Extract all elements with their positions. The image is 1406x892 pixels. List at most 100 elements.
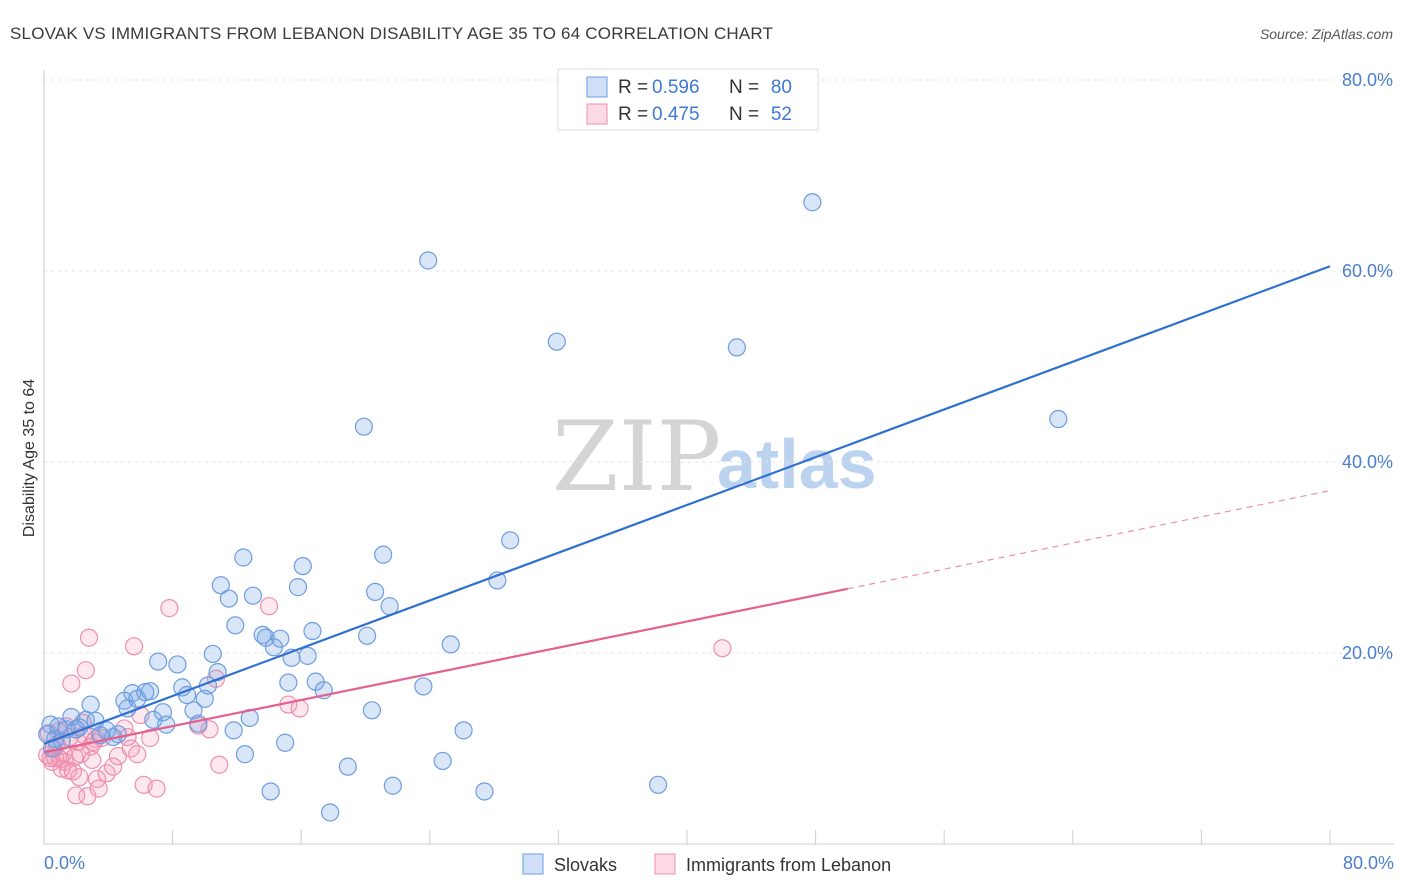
gridlines (44, 79, 1394, 654)
slovaks-point-36 (211, 576, 230, 595)
bottom-legend: Slovaks Immigrants from Lebanon (522, 853, 891, 875)
slovaks-point-76 (648, 775, 668, 794)
slovaks-point-62 (362, 701, 382, 720)
slovaks-point-39 (226, 616, 245, 635)
slovaks-point-49 (276, 733, 295, 752)
trend-line-lebanon-extrapolated (847, 490, 1331, 590)
watermark-zip: ZIP (552, 401, 721, 513)
stats-legend-r-label-lebanon: R = (618, 104, 648, 125)
lebanon-point-20 (70, 768, 89, 787)
trend-line-lebanon (43, 587, 848, 754)
stats-legend-r-lebanon: 0.475 (652, 104, 700, 125)
watermark: ZIP atlas (552, 401, 877, 513)
lebanon-point-28 (83, 750, 102, 770)
slovaks-point-64 (374, 545, 393, 564)
slovaks-point-74 (501, 531, 520, 550)
slovaks-point-35 (208, 662, 227, 682)
slovaks-point-50 (279, 673, 298, 692)
y-tick-label-40: 40.0% (1342, 452, 1393, 472)
slovaks-point-71 (454, 721, 473, 740)
bottom-legend-swatch-lebanon (654, 853, 676, 875)
bottom-legend-label-lebanon: Immigrants from Lebanon (686, 855, 891, 875)
slovaks-point-75 (547, 332, 566, 351)
series-slovaks-points (38, 193, 1068, 822)
lebanon-point-24 (76, 661, 95, 680)
x-axis-ticks (172, 830, 1331, 844)
lebanon-point-31 (87, 769, 107, 789)
slovaks-point-58 (321, 803, 340, 822)
stats-legend-r-slovaks: 0.596 (652, 77, 700, 98)
lebanon-point-50 (210, 755, 229, 774)
lebanon-point-34 (97, 764, 116, 783)
slovaks-point-67 (414, 677, 433, 696)
slovaks-point-52 (288, 578, 308, 597)
slovaks-point-48 (271, 629, 290, 648)
slovaks-point-30 (184, 701, 203, 720)
lebanon-point-35 (104, 757, 123, 776)
slovaks-point-78 (803, 193, 822, 212)
slovaks-point-46 (261, 782, 280, 801)
chart-source: Source: ZipAtlas.com (1260, 26, 1393, 42)
slovaks-point-29 (177, 685, 197, 705)
trend-lines (43, 265, 1331, 754)
lebanon-point-48 (200, 720, 219, 739)
lebanon-point-41 (128, 745, 147, 764)
lebanon-point-26 (79, 628, 99, 647)
lebanon-point-44 (140, 728, 160, 748)
slovaks-point-59 (338, 757, 357, 776)
slovaks-point-54 (298, 646, 317, 665)
slovaks-point-34 (203, 644, 222, 664)
y-tick-label-20: 20.0% (1342, 643, 1393, 663)
stats-legend-n-label-lebanon: N = (729, 104, 759, 125)
slovaks-point-41 (235, 745, 255, 764)
lebanon-point-32 (89, 779, 108, 798)
slovaks-point-79 (1049, 409, 1068, 429)
stats-legend: R = 0.596 N = 80 R = 0.475 N = 52 (557, 68, 819, 131)
slovaks-point-22 (140, 682, 160, 701)
slovaks-point-27 (168, 655, 187, 674)
slovaks-point-11 (81, 695, 100, 714)
slovaks-point-40 (234, 548, 253, 567)
slovaks-point-32 (195, 689, 214, 708)
stats-legend-n-label-slovaks: N = (729, 77, 759, 98)
lebanon-point-54 (713, 639, 732, 658)
bottom-legend-label-slovaks: Slovaks (554, 855, 617, 875)
slovaks-point-37 (219, 589, 238, 608)
y-axis-tick-labels: 20.0% 40.0% 60.0% 80.0% (1342, 70, 1393, 663)
x-tick-label-min: 0.0% (44, 853, 85, 873)
lebanon-point-46 (160, 599, 179, 618)
slovaks-point-61 (358, 626, 377, 645)
stats-legend-n-slovaks: 80 (771, 77, 792, 98)
slovaks-point-19 (123, 684, 142, 703)
lebanon-point-45 (147, 779, 166, 798)
stats-legend-swatch-lebanon (586, 103, 608, 125)
slovaks-point-53 (293, 556, 312, 576)
slovaks-point-55 (303, 621, 322, 641)
stats-legend-box (557, 68, 819, 131)
lebanon-point-51 (259, 597, 279, 616)
y-axis-label: Disability Age 35 to 64 (21, 379, 38, 537)
y-tick-label-60: 60.0% (1342, 261, 1393, 281)
stats-legend-n-lebanon: 52 (771, 104, 792, 125)
slovaks-point-77 (727, 338, 746, 357)
slovaks-point-38 (224, 721, 243, 740)
bottom-legend-swatch-slovaks (522, 853, 544, 875)
slovaks-point-60 (354, 417, 373, 436)
y-tick-label-80: 80.0% (1342, 70, 1393, 90)
slovaks-point-16 (108, 725, 128, 744)
slovaks-point-70 (441, 635, 460, 654)
slovaks-point-26 (157, 715, 176, 734)
chart-title: SLOVAK VS IMMIGRANTS FROM LEBANON DISABI… (10, 24, 773, 43)
stats-legend-r-label-slovaks: R = (618, 77, 648, 98)
x-tick-label-max: 80.0% (1343, 853, 1394, 873)
slovaks-point-68 (419, 251, 438, 270)
lebanon-point-40 (124, 637, 144, 656)
slovaks-point-24 (149, 652, 168, 671)
slovaks-point-43 (243, 586, 263, 605)
slovaks-point-66 (383, 776, 402, 795)
slovaks-point-63 (366, 582, 385, 601)
slovaks-point-31 (189, 714, 208, 733)
slovaks-point-69 (433, 751, 452, 771)
slovaks-point-72 (475, 782, 494, 801)
